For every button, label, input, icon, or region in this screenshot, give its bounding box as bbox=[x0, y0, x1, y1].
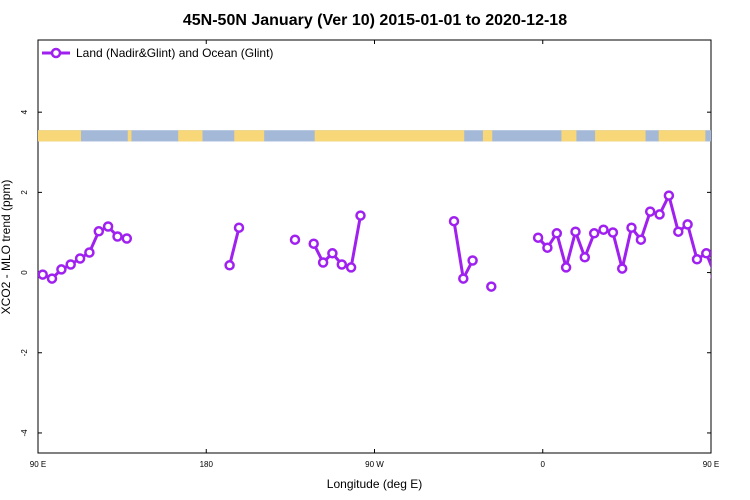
y-axis-label: XCO2 - MLO trend (ppm) bbox=[0, 180, 13, 315]
series-line bbox=[452, 220, 474, 281]
data-point bbox=[458, 273, 469, 284]
data-point bbox=[644, 206, 656, 217]
data-point bbox=[93, 226, 105, 237]
chart-title: 45N-50N January (Ver 10) 2015-01-01 to 2… bbox=[183, 12, 567, 29]
data-point bbox=[616, 263, 628, 274]
data-point bbox=[542, 242, 553, 253]
y-tick-label: 4 bbox=[20, 109, 29, 114]
data-point bbox=[233, 222, 245, 233]
data-point bbox=[598, 224, 609, 235]
data-point bbox=[551, 228, 563, 239]
data-point bbox=[84, 247, 95, 258]
x-axis-label: Longitude (deg E) bbox=[327, 477, 422, 491]
data-point bbox=[560, 262, 572, 273]
data-point bbox=[65, 259, 76, 270]
land-ocean-band bbox=[38, 130, 711, 142]
data-point bbox=[701, 248, 711, 259]
data-point bbox=[579, 252, 591, 263]
data-point bbox=[327, 248, 338, 259]
data-point bbox=[691, 254, 703, 265]
data-point bbox=[336, 259, 348, 270]
data-point bbox=[588, 228, 600, 239]
data-point bbox=[663, 190, 675, 201]
data-point bbox=[721, 276, 729, 284]
data-point bbox=[654, 209, 665, 220]
data-point bbox=[448, 215, 460, 227]
x-axis: 90 E 180 90 W 0 90 E bbox=[30, 40, 719, 469]
land-patch bbox=[595, 130, 646, 142]
data-point bbox=[38, 269, 48, 280]
x-tick-label: 90 E bbox=[703, 460, 719, 469]
plot-frame bbox=[37, 39, 712, 454]
data-point bbox=[532, 232, 544, 243]
legend-marker bbox=[50, 47, 62, 59]
land-patch bbox=[658, 130, 706, 142]
data-point bbox=[56, 264, 67, 275]
data-point bbox=[626, 222, 637, 233]
y-tick-label: 2 bbox=[20, 190, 29, 195]
data-point bbox=[345, 262, 357, 273]
series-line bbox=[228, 227, 241, 266]
legend: Land (Nadir&Glint) and Ocean (Glint) bbox=[42, 46, 273, 60]
data-point bbox=[224, 260, 235, 271]
data-point bbox=[289, 234, 301, 245]
data-point bbox=[317, 257, 329, 268]
x-tick-label: 90 W bbox=[365, 460, 384, 469]
land-patch bbox=[38, 130, 81, 142]
land-patch bbox=[314, 130, 465, 142]
land-patch bbox=[234, 130, 265, 142]
data-point bbox=[730, 265, 738, 273]
x-tick-label: 180 bbox=[200, 460, 214, 469]
x-tick-label: 90 E bbox=[30, 460, 46, 469]
data-point bbox=[570, 226, 581, 237]
data-point bbox=[74, 253, 86, 264]
land-patch bbox=[561, 130, 577, 142]
y-tick-label: -4 bbox=[20, 429, 29, 437]
data-point bbox=[486, 281, 497, 292]
data-point bbox=[682, 219, 693, 230]
data-point bbox=[607, 227, 619, 238]
data-point bbox=[673, 226, 684, 237]
x-tick-label: 0 bbox=[541, 460, 546, 469]
legend-label: Land (Nadir&Glint) and Ocean (Glint) bbox=[76, 46, 273, 60]
land-patch bbox=[127, 130, 132, 142]
series-layer bbox=[38, 190, 748, 292]
land-patch bbox=[178, 130, 203, 142]
data-point bbox=[121, 233, 133, 244]
data-point bbox=[355, 210, 366, 221]
data-point bbox=[635, 234, 647, 245]
land-patch bbox=[482, 130, 493, 142]
y-tick-label: 0 bbox=[20, 270, 29, 275]
data-point bbox=[308, 238, 319, 249]
data-point bbox=[740, 261, 748, 269]
y-axis: -4 -2 0 2 4 bbox=[20, 109, 711, 437]
data-point bbox=[112, 231, 123, 242]
data-point bbox=[467, 255, 478, 266]
data-point bbox=[102, 221, 114, 232]
data-point bbox=[710, 274, 711, 279]
y-tick-label: -2 bbox=[20, 349, 29, 357]
series-line bbox=[42, 225, 128, 281]
data-point bbox=[46, 273, 58, 284]
series-group bbox=[38, 190, 748, 292]
